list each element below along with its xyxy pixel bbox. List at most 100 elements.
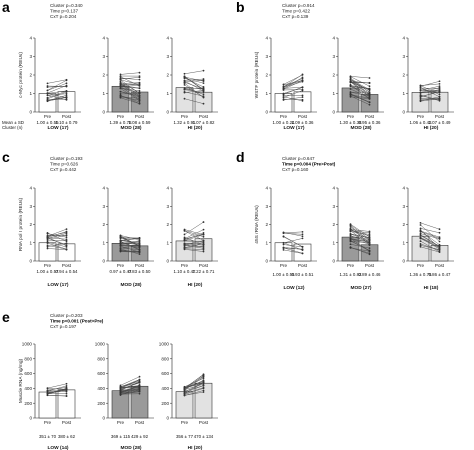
subject-point xyxy=(438,91,441,94)
panel-letter: a xyxy=(2,0,10,15)
subject-point xyxy=(349,85,352,87)
subject-line xyxy=(350,239,370,242)
subject-point xyxy=(419,224,422,226)
x-tick-pre: Pre xyxy=(44,263,52,268)
y-tick-label: 1 xyxy=(332,91,335,96)
mean-sd-pre: 1.00 ± 0.59 xyxy=(37,120,59,125)
subject-point xyxy=(138,94,141,97)
subject-line xyxy=(120,242,140,244)
x-tick-post: Post xyxy=(62,114,72,119)
stat-line: CxT p=0.442 xyxy=(50,167,77,172)
subject-point xyxy=(282,85,285,88)
subject-point xyxy=(282,248,285,251)
y-tick-label: 1 xyxy=(265,240,268,245)
y-tick-label: 1 xyxy=(102,240,105,245)
subject-point xyxy=(138,92,141,95)
subject-point xyxy=(138,78,141,81)
y-axis-label: Muscle RNA (ng/mg) xyxy=(18,358,24,403)
subject-line xyxy=(47,237,67,246)
subject-line xyxy=(350,95,370,105)
subject-point xyxy=(183,236,186,239)
subject-point xyxy=(46,245,49,248)
mean-sd-post: 0.89 ± 0.46 xyxy=(359,272,381,277)
subject-point xyxy=(368,88,371,90)
subject-point xyxy=(438,97,441,100)
cluster-label: LOW (17) xyxy=(47,282,68,288)
y-tick-label: 0 xyxy=(332,110,335,115)
subject-point xyxy=(301,77,304,80)
y-tick-label: 1 xyxy=(166,91,169,96)
subject-point xyxy=(119,85,122,88)
subject-point xyxy=(46,387,49,390)
y-tick-label: 1000 xyxy=(159,342,170,347)
subject-point xyxy=(368,82,371,84)
subject-line xyxy=(47,228,67,237)
subject-point xyxy=(202,377,205,380)
y-tick-label: 0 xyxy=(29,416,32,421)
y-tick-label: 4 xyxy=(166,186,169,191)
subject-point xyxy=(368,101,371,104)
subject-point xyxy=(138,253,141,255)
subject-line xyxy=(47,232,67,242)
subject-point xyxy=(301,98,304,101)
y-tick-label: 3 xyxy=(29,204,32,209)
subject-line xyxy=(184,382,204,389)
subject-point xyxy=(368,94,371,96)
x-tick-pre: Pre xyxy=(181,114,189,119)
subject-point xyxy=(202,102,205,105)
stat-line: Cluster p=0.914 xyxy=(282,3,315,8)
subject-line xyxy=(283,244,303,248)
subject-point xyxy=(138,386,141,388)
subject-point xyxy=(282,96,285,99)
bar-pre xyxy=(111,85,130,113)
subject-point xyxy=(138,101,141,103)
subject-line xyxy=(184,387,204,394)
subject-point xyxy=(119,394,122,396)
x-tick-pre: Pre xyxy=(347,114,355,119)
subject-point xyxy=(65,98,68,101)
subject-line xyxy=(283,80,303,87)
x-tick-post: Post xyxy=(298,114,308,119)
subject-line xyxy=(47,97,67,101)
cluster-label: LOW (17) xyxy=(283,125,304,131)
cluster-label: LOW (14) xyxy=(47,445,68,450)
subject-point xyxy=(183,233,186,236)
subject-point xyxy=(202,239,205,242)
subject-point xyxy=(438,93,441,96)
subject-point xyxy=(65,382,68,385)
y-tick-label: 4 xyxy=(332,186,335,191)
mean-sd-post: 1.10 ± 0.79 xyxy=(56,120,78,125)
cluster-label: HI (20) xyxy=(424,125,439,131)
subject-line xyxy=(120,81,140,94)
mean-sd-pre: 1.30 ± 0.38 xyxy=(340,120,362,125)
y-tick-label: 3 xyxy=(166,204,169,209)
subject-point xyxy=(138,75,141,78)
subject-line xyxy=(120,88,140,101)
subject-point xyxy=(183,88,186,91)
subject-point xyxy=(419,97,422,100)
subject-point xyxy=(119,87,122,90)
subject-point xyxy=(183,83,186,86)
subject-line xyxy=(350,80,370,96)
subject-point xyxy=(419,236,422,239)
subject-line xyxy=(283,249,303,254)
subject-line xyxy=(120,388,140,391)
subject-line xyxy=(420,246,440,253)
y-tick-label: 800 xyxy=(24,356,32,361)
subject-line xyxy=(47,85,67,94)
y-axis-label: WSTF protein (REUs) xyxy=(254,51,260,98)
subject-line xyxy=(47,389,67,394)
subject-point xyxy=(202,80,205,83)
subject-line xyxy=(420,81,440,87)
subject-point xyxy=(282,87,285,90)
y-axis-label: 45S rRNA (REUs) xyxy=(254,205,260,244)
subject-point xyxy=(349,228,352,231)
subject-point xyxy=(349,235,352,238)
subject-point xyxy=(119,249,122,252)
subject-line xyxy=(350,79,370,93)
subject-point xyxy=(202,221,205,223)
subject-line xyxy=(184,380,204,389)
subject-point xyxy=(282,98,285,100)
subject-line xyxy=(47,93,67,98)
y-tick-label: 4 xyxy=(166,36,169,41)
